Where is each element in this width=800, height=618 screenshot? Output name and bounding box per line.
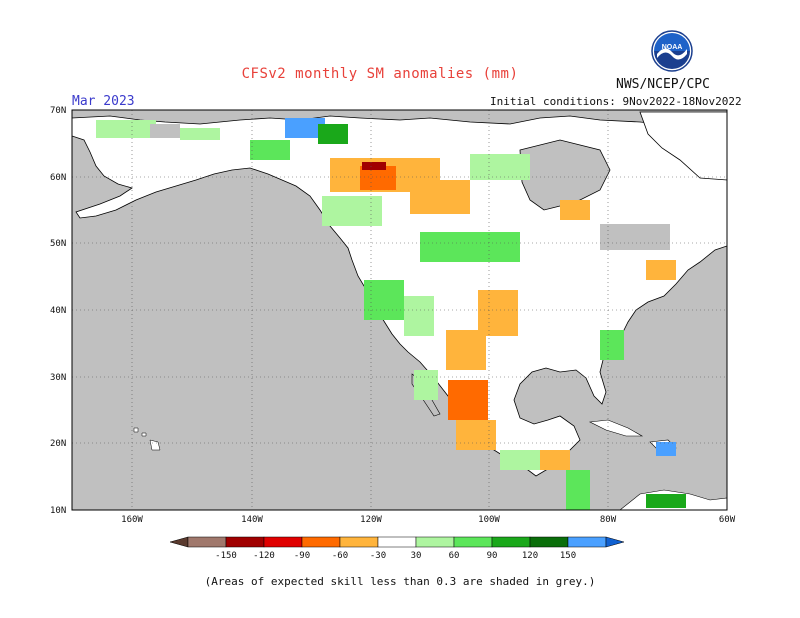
colorbar-swatch: [263, 536, 303, 548]
colorbar-label: 30: [411, 551, 422, 561]
colorbar-swatch: [377, 536, 417, 548]
initial-conditions-label: Initial conditions: 9Nov2022-18Nov2022: [490, 95, 742, 108]
lat-label: 50N: [50, 239, 66, 249]
lat-label: 60N: [50, 173, 66, 183]
colorbar-swatch: [453, 536, 493, 548]
skill-footnote: (Areas of expected skill less than 0.3 a…: [204, 575, 596, 588]
colorbar-label: -90: [294, 551, 310, 561]
forecast-month: Mar 2023: [72, 94, 135, 109]
lon-label: 160W: [121, 515, 143, 525]
colorbar-swatch: [339, 536, 379, 548]
lon-label: 140W: [241, 515, 263, 525]
logo-text: NOAA: [662, 44, 683, 51]
colorbar-label: -120: [253, 551, 275, 561]
colorbar-label: 150: [560, 551, 576, 561]
map-title: CFSv2 monthly SM anomalies (mm): [241, 66, 519, 82]
lat-label: 20N: [50, 439, 66, 449]
colorbar-label: 60: [449, 551, 460, 561]
anomaly-patches: [96, 118, 686, 510]
longitude-labels: 160W 140W 120W 100W 80W 60W: [121, 515, 736, 525]
colorbar-label: -60: [332, 551, 348, 561]
colorbar-swatch: [187, 536, 227, 548]
colorbar-swatch: [225, 536, 265, 548]
colorbar-labels: -150 -120 -90 -60 -30 30 60 90 120 150: [215, 551, 576, 561]
colorbar-label: -150: [215, 551, 237, 561]
lat-label: 40N: [50, 306, 66, 316]
lat-label: 70N: [50, 106, 66, 116]
colorbar-swatches: [170, 536, 625, 548]
colorbar-swatch: [529, 536, 569, 548]
colorbar-swatch: [491, 536, 531, 548]
noaa-logo: NOAA: [651, 30, 693, 72]
lon-label: 80W: [600, 515, 617, 525]
graticule: [72, 110, 727, 510]
cuba: [588, 419, 644, 437]
lon-label: 120W: [360, 515, 382, 525]
colorbar-label: 90: [487, 551, 498, 561]
colorbar-min-arrow: [170, 536, 189, 548]
latitude-labels: 70N 60N 50N 40N 30N 20N 10N: [50, 106, 66, 516]
colorbar-swatch: [415, 536, 455, 548]
colorbar-label: 120: [522, 551, 538, 561]
agency-label: NWS/NCEP/CPC: [616, 77, 710, 92]
colorbar-swatch: [567, 536, 607, 548]
colorbar-label: -30: [370, 551, 386, 561]
lat-label: 10N: [50, 506, 66, 516]
hawaii: [133, 427, 161, 451]
colorbar: -150 -120 -90 -60 -30 30 60 90 120 150: [170, 536, 625, 561]
lon-label: 100W: [478, 515, 500, 525]
colorbar-swatch: [301, 536, 341, 548]
map-frame: [71, 109, 728, 511]
colorbar-max-arrow: [605, 536, 625, 548]
lon-label: 60W: [719, 515, 736, 525]
lat-label: 30N: [50, 373, 66, 383]
